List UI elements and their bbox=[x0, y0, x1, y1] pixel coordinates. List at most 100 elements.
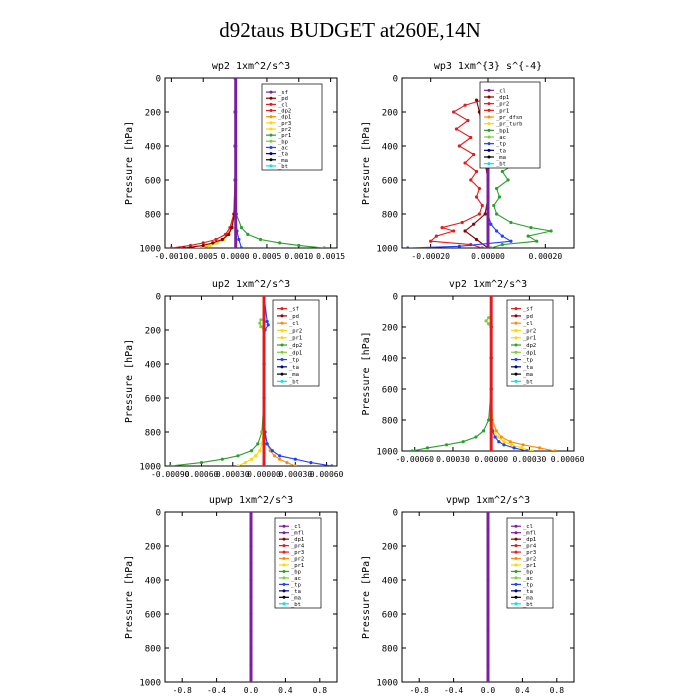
legend-entry: _pr4 bbox=[523, 544, 537, 550]
series-point bbox=[497, 195, 502, 199]
series-point bbox=[223, 232, 228, 236]
series-point bbox=[487, 418, 491, 422]
legend-marker bbox=[282, 569, 286, 573]
x-tick-label: 0.4 bbox=[515, 686, 530, 695]
curves bbox=[168, 296, 334, 466]
curves bbox=[410, 296, 557, 451]
legend: _sf_pd_cl_dp2_dp1_pr3_pr2_pr1_bp_ac_ta_m… bbox=[261, 83, 323, 171]
legend-marker bbox=[514, 595, 518, 599]
legend-entry: _pr1 bbox=[496, 108, 509, 114]
series-point bbox=[243, 461, 247, 465]
legend-marker bbox=[514, 531, 518, 535]
y-tick-label: 600 bbox=[145, 611, 161, 621]
legend-marker bbox=[282, 563, 286, 567]
legend-entry: _dp1 bbox=[496, 95, 509, 101]
legend-marker bbox=[514, 321, 518, 325]
series-point bbox=[265, 319, 269, 324]
legend-entry: _pr1 bbox=[523, 336, 536, 342]
legend-marker bbox=[280, 307, 284, 311]
y-tick-label: 800 bbox=[382, 645, 398, 655]
series-point bbox=[487, 322, 491, 326]
legend-entry: _tp bbox=[523, 358, 533, 364]
legend-marker bbox=[514, 557, 518, 561]
series-point bbox=[477, 212, 481, 216]
legend-entry: _pr2 bbox=[523, 557, 536, 563]
legend-marker bbox=[487, 155, 491, 159]
series-point bbox=[452, 229, 456, 233]
series-point bbox=[553, 449, 557, 451]
legend-marker bbox=[514, 307, 518, 311]
series-point bbox=[220, 237, 224, 242]
legend-entry: _bp bbox=[278, 139, 288, 145]
series-point bbox=[480, 246, 484, 248]
legend-entry: _pd bbox=[523, 314, 533, 320]
x-tick-label: -0.8 bbox=[410, 686, 429, 695]
legend-entry: _dp1 bbox=[289, 350, 302, 356]
series-point bbox=[410, 449, 414, 451]
series-point bbox=[278, 241, 282, 245]
series-point bbox=[486, 512, 490, 514]
legend-entry: _dp1 bbox=[278, 115, 291, 121]
series-point bbox=[457, 244, 461, 248]
x-tick-label: -0.00020 bbox=[411, 252, 450, 261]
y-axis-label: Pressure [hPa] bbox=[361, 331, 372, 415]
legend-marker bbox=[514, 328, 518, 332]
legend-entry: _tp bbox=[289, 358, 299, 364]
series-point bbox=[494, 429, 498, 433]
legend-entry: _bp bbox=[523, 569, 533, 575]
series-point bbox=[509, 443, 514, 447]
series-point bbox=[508, 440, 512, 444]
legend-entry: _ta bbox=[289, 365, 299, 371]
legend: _sf_pd_cl_pr2 _pr1_dp2_dp1 _tp_ta_ma_bt bbox=[506, 299, 554, 387]
series-point bbox=[461, 440, 465, 444]
y-tick-label: 1000 bbox=[376, 448, 398, 458]
series-point bbox=[489, 449, 493, 451]
legend-entry: _mfl bbox=[291, 531, 304, 537]
legend-entry: _pr1 bbox=[289, 336, 302, 342]
series-point bbox=[249, 663, 253, 667]
x-tick-label: 0.00060 bbox=[185, 470, 219, 479]
y-tick-label: 0 bbox=[393, 75, 398, 85]
legend-entry: _bt bbox=[496, 162, 506, 168]
series-point bbox=[297, 243, 301, 248]
legend-marker bbox=[269, 152, 273, 156]
legend-entry: _sf bbox=[278, 90, 288, 96]
legend: _sf_pd_cl_pr2 _pr1_dp2_dp1 _tp_ta_ma_bt bbox=[272, 299, 320, 387]
series-point bbox=[249, 512, 253, 514]
series-point bbox=[249, 527, 253, 531]
y-axis-label: Pressure [hPa] bbox=[124, 121, 135, 205]
series-point bbox=[262, 362, 266, 366]
legend-entry: _pr2 bbox=[496, 102, 509, 108]
legend-marker bbox=[514, 314, 518, 318]
series-point bbox=[239, 246, 244, 248]
legend-entry: _cl bbox=[278, 102, 288, 108]
legend-marker bbox=[269, 164, 273, 168]
series-point bbox=[486, 195, 490, 199]
legend-marker bbox=[514, 563, 518, 567]
series-point bbox=[429, 239, 433, 243]
series-point bbox=[285, 461, 289, 465]
legend-marker bbox=[514, 365, 518, 369]
legend-entry: _ma bbox=[523, 372, 533, 378]
series-point bbox=[486, 544, 490, 548]
legend-entry: _cl bbox=[289, 321, 299, 327]
series-point bbox=[481, 429, 486, 433]
legend-entry: _ac bbox=[496, 135, 506, 141]
series-point bbox=[201, 243, 205, 248]
y-tick-label: 600 bbox=[382, 177, 398, 187]
y-tick-label: 0 bbox=[156, 509, 161, 519]
legend-entry: _ta bbox=[523, 589, 533, 595]
legend-entry: _cl bbox=[523, 524, 533, 530]
legend-marker bbox=[280, 350, 284, 354]
series-point bbox=[309, 461, 313, 465]
series-point bbox=[270, 449, 274, 453]
y-tick-label: 200 bbox=[382, 109, 398, 119]
x-tick-label: 0.00020 bbox=[528, 252, 562, 261]
series-point bbox=[169, 246, 173, 248]
legend-box bbox=[272, 299, 320, 387]
legend-entry: _bt bbox=[523, 379, 533, 385]
panel-1: wp2 1xm^2/s^3 Pressure [hPa] 0 200 400 600 800… bbox=[124, 61, 345, 261]
legend-marker bbox=[280, 379, 284, 383]
series-point bbox=[474, 237, 479, 242]
series-point bbox=[168, 464, 172, 466]
